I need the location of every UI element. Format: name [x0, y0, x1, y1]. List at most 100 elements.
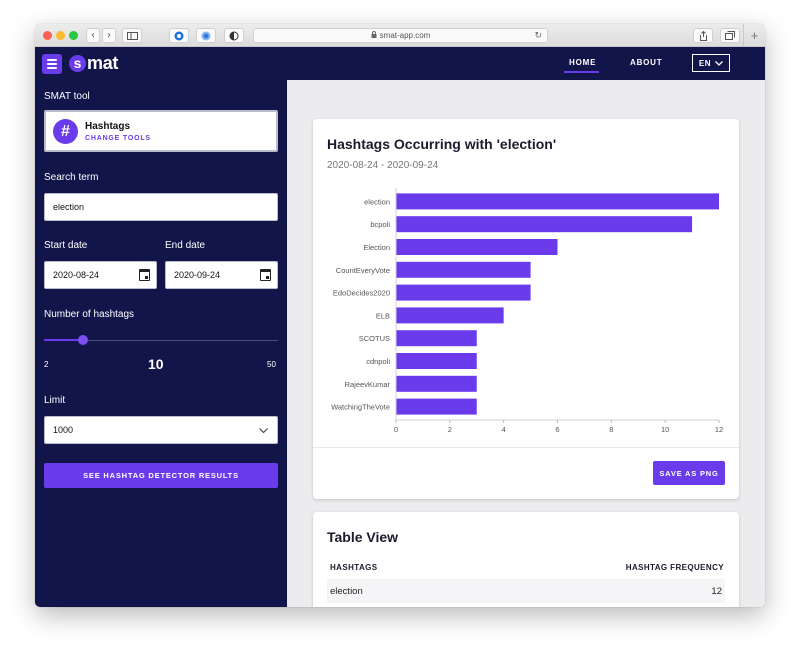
url-text: smat-app.com [379, 31, 431, 40]
x-tick-label: 10 [661, 425, 669, 433]
forward-button[interactable]: › [102, 28, 116, 43]
x-tick-label: 6 [555, 425, 559, 433]
search-term-label: Search term [44, 172, 99, 183]
start-date-value: 2020-08-24 [53, 270, 100, 280]
tool-card[interactable]: # Hashtags CHANGE TOOLS [44, 110, 278, 152]
search-term-input[interactable]: election [44, 193, 278, 221]
hamburger-menu-button[interactable] [42, 54, 62, 74]
column-header-frequency[interactable]: HASHTAG FREQUENCY [625, 563, 724, 572]
bar [396, 261, 531, 278]
table-card: Table View HASHTAGS HASHTAG FREQUENCY el… [313, 512, 739, 607]
search-term-value: election [53, 202, 85, 212]
browser-window: ‹ › smat-app.com ↻ + s [35, 24, 765, 607]
lock-icon [371, 31, 377, 40]
bar [396, 307, 504, 324]
extension-button-privacy[interactable] [169, 28, 189, 43]
x-tick-label: 0 [394, 425, 398, 433]
back-button[interactable]: ‹ [86, 28, 100, 43]
table-cell-frequency: 12 [711, 586, 722, 597]
hashtag-count-slider-track[interactable] [44, 340, 278, 341]
chart-card: Hashtags Occurring with 'election' 2020-… [313, 119, 739, 499]
chevron-left-icon: ‹ [91, 30, 95, 41]
bar [396, 284, 531, 301]
address-bar[interactable]: smat-app.com ↻ [253, 28, 548, 43]
hashtag-icon: # [53, 119, 78, 144]
end-date-value: 2020-09-24 [174, 270, 221, 280]
nav-active-indicator [564, 71, 599, 73]
save-as-png-button[interactable]: SAVE AS PNG [653, 461, 725, 485]
bar [396, 353, 477, 369]
category-label: bcpoli [370, 220, 390, 229]
close-window-button[interactable] [43, 31, 52, 40]
logo-mark: s [69, 54, 86, 72]
chart-date-range: 2020-08-24 - 2020-09-24 [327, 160, 439, 171]
category-label: CountEveryVote [336, 266, 390, 275]
category-label: cdnpoli [366, 357, 390, 366]
smat-logo[interactable]: s mat [69, 52, 118, 74]
end-date-input[interactable]: 2020-09-24 [165, 261, 278, 289]
hashtag-count-slider-fill [44, 339, 83, 341]
slider-current-value: 10 [148, 356, 164, 372]
see-results-button[interactable]: SEE HASHTAG DETECTOR RESULTS [44, 463, 278, 488]
browser-toolbar: ‹ › smat-app.com ↻ + [35, 24, 765, 47]
limit-select[interactable]: 1000 [44, 416, 278, 444]
calendar-icon[interactable] [260, 269, 271, 281]
category-label: WatchingTheVote [331, 403, 390, 412]
logo-text: mat [87, 52, 119, 73]
x-tick-label: 12 [715, 425, 723, 433]
share-button[interactable] [693, 28, 713, 43]
menu-icon [47, 59, 57, 61]
category-label: ELB [376, 311, 390, 320]
language-select[interactable]: EN [692, 54, 730, 72]
chart-title: Hashtags Occurring with 'election' [327, 136, 557, 152]
minimize-window-button[interactable] [56, 31, 65, 40]
sidebar-toggle-button[interactable] [122, 28, 142, 43]
category-label: EdoDecides2020 [333, 289, 390, 298]
table-row[interactable]: election 12 [327, 579, 725, 603]
nav-home-link[interactable]: HOME [569, 58, 597, 67]
language-value: EN [698, 58, 712, 68]
contrast-icon [229, 31, 239, 40]
drop-icon [174, 31, 184, 40]
slider-min-label: 2 [44, 360, 49, 369]
sidebar-icon [126, 31, 138, 40]
limit-label: Limit [44, 395, 66, 406]
change-tools-link[interactable]: CHANGE TOOLS [85, 135, 151, 142]
bar [396, 216, 693, 233]
table-cell-hashtag: election [330, 586, 363, 597]
x-tick-label: 4 [502, 425, 506, 433]
extension-button-contrast[interactable] [224, 28, 244, 43]
hashtag-count-slider-thumb[interactable] [78, 335, 88, 345]
bar [396, 398, 477, 415]
bar [396, 375, 477, 392]
slider-max-label: 50 [267, 360, 276, 369]
chevron-down-icon [259, 425, 268, 436]
calendar-icon[interactable] [139, 269, 150, 281]
card-divider [313, 447, 739, 448]
limit-value: 1000 [53, 425, 74, 435]
app-header: s mat HOME ABOUT EN [35, 47, 765, 80]
extension-button-target[interactable] [196, 28, 216, 43]
new-tab-button[interactable]: + [743, 24, 765, 47]
start-date-input[interactable]: 2020-08-24 [44, 261, 157, 289]
end-date-label: End date [165, 240, 206, 251]
maximize-window-button[interactable] [69, 31, 78, 40]
reload-icon[interactable]: ↻ [534, 30, 542, 40]
tool-section-label: SMAT tool [44, 91, 90, 102]
sidebar: SMAT tool # Hashtags CHANGE TOOLS Search… [35, 80, 287, 607]
chevron-down-icon [715, 59, 724, 68]
target-icon [201, 31, 211, 40]
bar-chart: election bcpoli Election CountEveryVote EdoD… [331, 188, 723, 433]
tabs-overview-button[interactable] [720, 28, 740, 43]
share-icon [699, 30, 707, 41]
tabs-icon [725, 31, 735, 40]
bar [396, 193, 719, 210]
column-header-hashtags[interactable]: HASHTAGS [330, 563, 378, 572]
bar [396, 330, 477, 347]
category-label: SCOTUS [359, 334, 390, 343]
chevron-right-icon: › [107, 30, 111, 41]
hashtag-count-label: Number of hashtags [44, 309, 135, 320]
category-label: RajeevKumar [345, 380, 391, 389]
nav-about-link[interactable]: ABOUT [630, 58, 663, 67]
category-label: election [364, 197, 390, 206]
